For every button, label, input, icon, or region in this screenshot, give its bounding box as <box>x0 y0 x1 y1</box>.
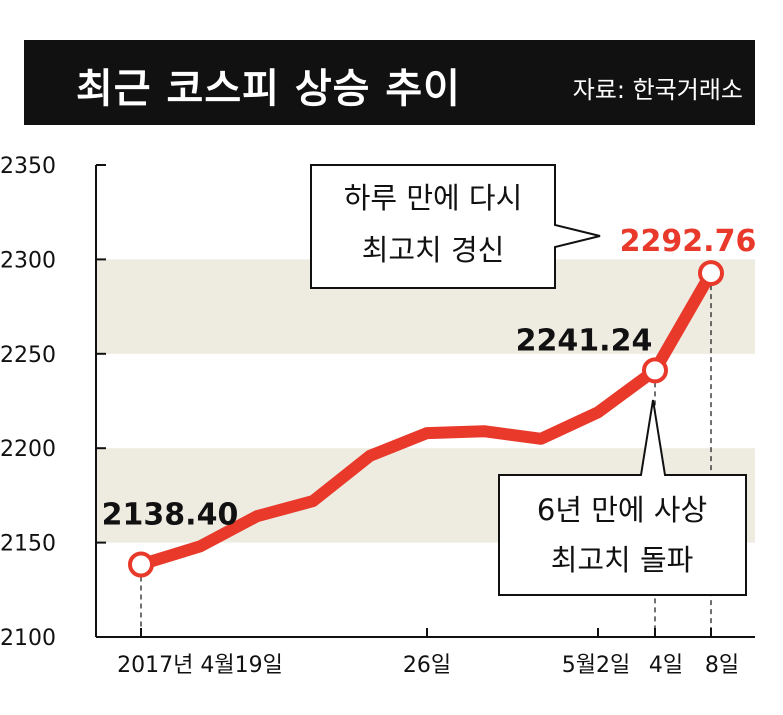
data-point-marker <box>128 551 154 578</box>
chart-source: 자료: 한국거래소 <box>572 76 743 104</box>
series-polyline <box>135 267 717 571</box>
x-tick-label: 2017년 4월19일 <box>117 653 283 678</box>
data-point-marker <box>642 357 668 384</box>
callout-top-line2: 최고치 경신 <box>362 233 505 267</box>
data-label: 2138.40 <box>102 498 239 533</box>
x-tick-label: 26일 <box>403 653 451 678</box>
chart-title: 최근 코스피 상승 추이 <box>76 66 461 112</box>
callout-top: 하루 만에 다시 최고치 경신 <box>310 164 601 289</box>
data-labels: 2138.40 2241.24 2292.76 <box>102 224 757 532</box>
y-tick-label: 2100 <box>0 626 56 651</box>
callout-bottom-line1: 6년 만에 사상 <box>537 493 707 527</box>
y-tick-label: 2350 <box>0 154 56 179</box>
data-label: 2241.24 <box>516 323 653 358</box>
x-tick-label: 4일 <box>649 653 683 678</box>
y-tick-label: 2250 <box>0 343 56 368</box>
y-tick-label: 2150 <box>0 532 56 557</box>
x-axis: 2017년 4월19일 26일 5월2일 4일 8일 <box>96 628 755 678</box>
callout-top-box <box>310 164 601 289</box>
x-tick-label: 8일 <box>705 653 739 678</box>
data-label: 2292.76 <box>620 224 757 259</box>
x-tick-label: 5월2일 <box>562 653 630 678</box>
y-tick-label: 2200 <box>0 437 56 462</box>
chart-header: 최근 코스피 상승 추이 자료: 한국거래소 <box>24 40 755 125</box>
y-axis: 2100 2150 2200 2250 2300 2350 <box>0 154 106 651</box>
callout-bottom: 6년 만에 사상 최고치 돌파 <box>498 399 747 596</box>
callout-bottom-box <box>498 399 747 596</box>
highlight-points <box>128 260 724 578</box>
data-point-marker <box>698 260 724 287</box>
y-tick-label: 2300 <box>0 248 56 273</box>
callout-bottom-line2: 최고치 돌파 <box>551 543 694 577</box>
callout-top-line1: 하루 만에 다시 <box>344 181 523 215</box>
series-line <box>135 267 717 571</box>
